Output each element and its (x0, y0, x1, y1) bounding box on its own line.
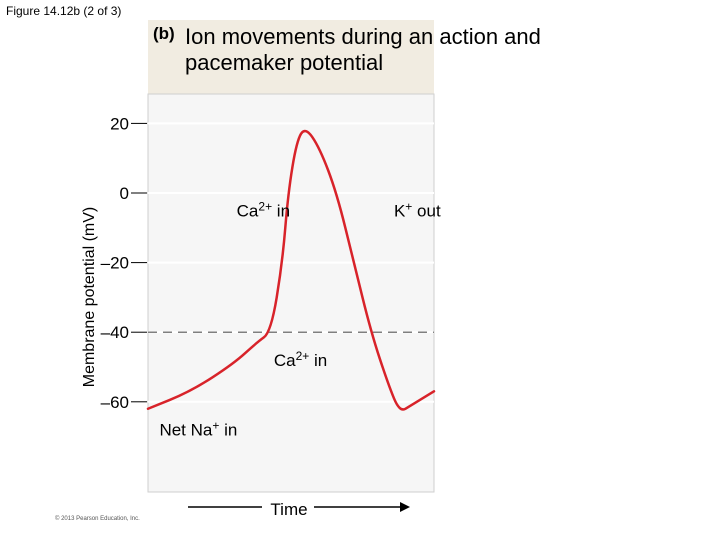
annotation-1: K+ out (394, 199, 441, 220)
annotation-0: Ca2+ in (237, 199, 290, 220)
figure-label: Figure 14.12b (2 of 3) (6, 4, 122, 18)
title-line-1: Ion movements during an action and (185, 24, 541, 49)
x-axis-label: Time (270, 500, 307, 519)
y-tick-label-3: –40 (101, 323, 129, 342)
title-line-2: pacemaker potential (185, 50, 384, 75)
y-tick-label-4: –60 (101, 393, 129, 412)
annotation-2: Ca2+ in (274, 349, 327, 370)
y-tick-label-1: 0 (120, 184, 129, 203)
y-tick-label-0: 20 (110, 114, 129, 133)
y-axis-label: Membrane potential (mV) (81, 207, 98, 388)
y-tick-label-2: –20 (101, 254, 129, 273)
panel-letter: (b) (153, 24, 175, 43)
copyright-text: © 2013 Pearson Education, Inc. (55, 516, 140, 522)
chart-title: Ion movements during an action and pacem… (185, 24, 605, 76)
annotation-3: Net Na+ in (159, 419, 237, 440)
time-arrow-head (400, 502, 410, 512)
potential-trace-0 (146, 129, 436, 411)
plot-area (147, 93, 435, 493)
title-panel (148, 20, 434, 94)
